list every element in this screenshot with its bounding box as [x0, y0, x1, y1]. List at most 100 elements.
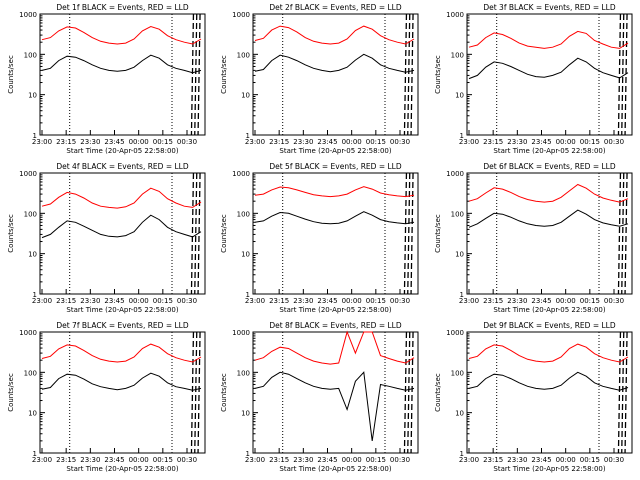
x-tick-label: 23:00 [32, 456, 52, 464]
x-tick-label: 23:00 [459, 297, 479, 305]
end-marker-line [617, 172, 622, 295]
y-axis-label: Counts/sec [434, 373, 442, 412]
y-tick-label: 1000 [19, 329, 37, 337]
chart-panel-9: Det 9f BLACK = Events, RED = LLD 1 10 100 10… [434, 321, 633, 473]
y-tick-label: 1 [460, 291, 464, 299]
end-marker-line [410, 331, 414, 454]
end-marker-line [194, 172, 198, 295]
y-tick-label: 1 [33, 291, 37, 299]
end-marker-line [407, 13, 411, 136]
plot-frame [39, 331, 206, 454]
x-tick-label: 23:00 [459, 456, 479, 464]
x-tick-label: 23:15 [483, 456, 503, 464]
series-line-lld [254, 186, 415, 198]
x-tick-label: 23:30 [507, 297, 527, 305]
x-tick-label: 00:30 [604, 456, 624, 464]
y-tick-label: 1000 [232, 11, 250, 19]
x-tick-label: 23:15 [56, 297, 76, 305]
y-tick-label: 1 [246, 132, 250, 140]
series-line-events [468, 209, 629, 228]
x-tick-label: 23:30 [507, 456, 527, 464]
end-marker-line [190, 172, 195, 295]
x-tick-label: 23:45 [531, 297, 551, 305]
y-tick-label: 1 [460, 132, 464, 140]
y-tick-label: 10 [28, 410, 37, 418]
y-tick-label: 1000 [232, 329, 250, 337]
series-line-lld [254, 25, 415, 45]
x-tick-label: 00:15 [153, 138, 173, 146]
y-tick-label: 10 [28, 92, 37, 100]
chart-title: Det 1f BLACK = Events, RED = LLD [56, 3, 189, 12]
series-line-events [41, 54, 202, 74]
y-tick-label: 1000 [446, 329, 464, 337]
end-marker-line [197, 13, 201, 136]
series-line-lld [468, 30, 629, 49]
series-line-events [254, 371, 415, 441]
x-tick-label: 00:15 [366, 456, 386, 464]
y-tick-label: 100 [24, 51, 37, 59]
x-axis-label: Start Time (20-Apr-05 22:58:00) [66, 147, 178, 155]
x-tick-label: 00:00 [342, 297, 362, 305]
x-tick-label: 23:30 [80, 138, 100, 146]
x-tick-label: 00:15 [580, 456, 600, 464]
chart-panel-7: Det 7f BLACK = Events, RED = LLD 1 10 100 10… [7, 321, 206, 473]
series-line-lld [41, 187, 202, 209]
x-tick-label: 00:00 [129, 456, 149, 464]
y-axis-label: Counts/sec [7, 55, 15, 94]
end-marker-line [410, 172, 414, 295]
chart-title: Det 6f BLACK = Events, RED = LLD [483, 162, 616, 171]
x-tick-label: 23:15 [269, 138, 289, 146]
y-tick-label: 1 [460, 450, 464, 458]
y-tick-label: 1 [246, 291, 250, 299]
x-axis-label: Start Time (20-Apr-05 22:58:00) [279, 147, 391, 155]
end-marker-line [190, 331, 195, 454]
x-tick-label: 00:00 [129, 297, 149, 305]
x-tick-label: 23:45 [531, 138, 551, 146]
x-tick-label: 23:45 [531, 456, 551, 464]
x-axis-label: Start Time (20-Apr-05 22:58:00) [493, 306, 605, 314]
x-tick-label: 23:15 [483, 297, 503, 305]
end-marker-line [617, 13, 622, 136]
plot-frame [252, 13, 419, 136]
series-line-lld [41, 343, 202, 363]
y-tick-label: 1 [33, 450, 37, 458]
y-tick-label: 10 [241, 92, 250, 100]
end-marker-line [621, 172, 625, 295]
end-marker-line [194, 13, 198, 136]
series-line-events [254, 53, 415, 73]
end-marker-line [403, 13, 408, 136]
x-tick-label: 23:30 [293, 297, 313, 305]
y-axis-label: Counts/sec [434, 55, 442, 94]
end-marker-line [403, 331, 408, 454]
x-tick-label: 00:00 [556, 297, 576, 305]
x-tick-label: 00:15 [153, 456, 173, 464]
x-axis-label: Start Time (20-Apr-05 22:58:00) [66, 465, 178, 473]
x-tick-label: 00:30 [604, 297, 624, 305]
y-axis-label: Counts/sec [434, 214, 442, 253]
y-tick-label: 1 [246, 450, 250, 458]
y-tick-label: 100 [24, 369, 37, 377]
end-marker-line [624, 331, 628, 454]
chart-panel-4: Det 4f BLACK = Events, RED = LLD 1 10 100 10… [7, 162, 206, 314]
x-tick-label: 00:15 [580, 297, 600, 305]
x-tick-label: 00:30 [390, 297, 410, 305]
end-marker-line [197, 331, 201, 454]
x-tick-label: 00:15 [153, 297, 173, 305]
y-tick-label: 1000 [19, 170, 37, 178]
chart-panel-2: Det 2f BLACK = Events, RED = LLD 1 10 100 10… [220, 3, 419, 155]
chart-panel-6: Det 6f BLACK = Events, RED = LLD 1 10 100 10… [434, 162, 633, 314]
x-tick-label: 23:00 [245, 456, 265, 464]
end-marker-line [624, 172, 628, 295]
y-axis-label: Counts/sec [220, 55, 228, 94]
series-line-lld [468, 183, 629, 203]
x-tick-label: 23:30 [507, 138, 527, 146]
y-tick-label: 10 [455, 92, 464, 100]
x-tick-label: 23:15 [269, 456, 289, 464]
y-axis-label: Counts/sec [7, 214, 15, 253]
chart-title: Det 2f BLACK = Events, RED = LLD [269, 3, 402, 12]
x-tick-label: 23:15 [483, 138, 503, 146]
end-marker-line [194, 331, 198, 454]
y-axis-label: Counts/sec [220, 214, 228, 253]
series-line-events [41, 372, 202, 391]
x-tick-label: 23:15 [56, 456, 76, 464]
